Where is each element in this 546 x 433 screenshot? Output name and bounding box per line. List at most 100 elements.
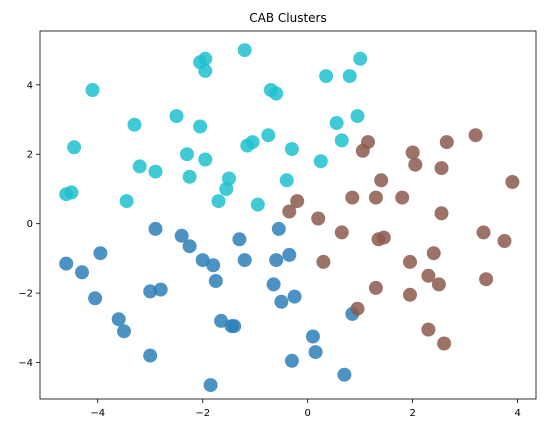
data-point-cluster-3-6 <box>345 190 360 205</box>
data-point-cluster-1-23 <box>269 253 284 268</box>
data-point-cluster-2-26 <box>269 86 284 101</box>
data-point-cluster-3-31 <box>497 234 512 248</box>
data-point-cluster-2-27 <box>279 173 294 188</box>
x-tick-label: 2 <box>409 408 415 419</box>
data-point-cluster-2-6 <box>127 117 142 132</box>
data-point-cluster-2-33 <box>342 69 357 84</box>
data-point-cluster-1-30 <box>308 345 323 360</box>
data-point-cluster-2-9 <box>169 109 184 124</box>
x-tick-label: −2 <box>195 408 210 419</box>
data-point-cluster-3-14 <box>376 230 391 245</box>
data-point-cluster-1-28 <box>287 289 302 304</box>
data-point-cluster-3-2 <box>290 194 305 209</box>
data-point-cluster-3-21 <box>421 322 436 337</box>
x-tick-label: 4 <box>514 408 520 419</box>
data-point-cluster-2-10 <box>180 147 194 162</box>
data-point-cluster-2-2 <box>64 185 79 200</box>
data-point-cluster-2-29 <box>313 154 328 169</box>
plot-frame <box>39 30 537 400</box>
y-axis: −4 −2 0 2 4 <box>18 80 40 369</box>
data-point-cluster-3-23 <box>431 277 446 292</box>
data-point-cluster-3-17 <box>403 287 417 302</box>
y-tick-label: 4 <box>27 80 33 91</box>
data-point-cluster-3-26 <box>437 336 452 351</box>
data-point-cluster-1-16 <box>208 274 223 288</box>
data-point-cluster-2-23 <box>250 197 265 212</box>
data-point-cluster-2-14 <box>198 51 213 66</box>
data-point-cluster-1-20 <box>232 232 247 247</box>
data-point-cluster-3-16 <box>403 254 417 269</box>
data-point-cluster-3-25 <box>434 161 449 176</box>
data-point-cluster-2-18 <box>219 182 234 196</box>
data-point-cluster-2-16 <box>198 152 213 167</box>
data-point-cluster-3-30 <box>479 272 494 287</box>
chart-title: CAB Clusters <box>249 11 326 25</box>
data-point-cluster-3-19 <box>408 157 423 172</box>
y-tick-label: 2 <box>27 150 33 161</box>
data-point-cluster-3-22 <box>426 246 441 261</box>
data-point-cluster-2-28 <box>284 142 299 156</box>
data-point-cluster-3-24 <box>434 206 449 221</box>
data-point-cluster-3-10 <box>368 280 383 295</box>
points-layer <box>59 43 520 393</box>
data-point-cluster-1-10 <box>153 282 168 297</box>
data-point-cluster-2-12 <box>193 119 208 134</box>
data-point-cluster-2-11 <box>182 169 197 184</box>
data-point-cluster-2-24 <box>261 128 276 143</box>
data-point-cluster-2-15 <box>198 63 213 78</box>
data-point-cluster-2-8 <box>148 164 163 179</box>
data-point-cluster-3-18 <box>405 145 420 160</box>
data-point-cluster-3-1 <box>282 204 297 219</box>
data-point-cluster-1-27 <box>284 353 299 368</box>
data-point-cluster-1-11 <box>174 228 189 243</box>
data-point-cluster-2-31 <box>329 116 344 130</box>
data-point-cluster-1-21 <box>237 253 252 268</box>
data-point-cluster-2-19 <box>222 171 236 186</box>
y-tick-label: −4 <box>18 358 33 369</box>
data-point-cluster-1-29 <box>305 329 320 344</box>
data-point-cluster-1-7 <box>143 284 158 299</box>
data-point-cluster-1-5 <box>111 312 126 327</box>
data-point-cluster-3-28 <box>468 128 483 143</box>
data-point-cluster-1-26 <box>282 247 297 262</box>
data-point-cluster-1-22 <box>266 277 281 292</box>
data-point-cluster-3-32 <box>505 175 520 189</box>
data-point-cluster-2-20 <box>237 43 252 58</box>
data-point-cluster-3-29 <box>476 225 491 240</box>
data-point-cluster-1-8 <box>143 348 158 363</box>
data-point-cluster-1-15 <box>206 258 221 273</box>
data-point-cluster-2-22 <box>245 135 260 150</box>
x-tick-label: −4 <box>90 408 105 419</box>
data-point-cluster-3-20 <box>421 268 436 283</box>
data-point-cluster-1-12 <box>182 239 197 254</box>
x-axis: −4 −2 0 2 4 <box>90 399 521 419</box>
y-tick-label: −2 <box>18 289 33 300</box>
data-point-cluster-3-27 <box>439 135 454 150</box>
data-point-cluster-1-2 <box>75 265 89 280</box>
data-point-cluster-2-5 <box>119 194 134 209</box>
data-point-cluster-3-11 <box>368 190 383 205</box>
data-point-cluster-3-13 <box>374 173 389 188</box>
data-point-cluster-2-32 <box>334 133 349 148</box>
data-point-cluster-3-15 <box>395 190 410 205</box>
data-point-cluster-2-3 <box>67 140 82 155</box>
data-point-cluster-3-3 <box>311 211 326 226</box>
data-point-cluster-1-25 <box>274 294 289 309</box>
data-point-cluster-1-3 <box>88 291 103 306</box>
data-point-cluster-2-17 <box>211 194 226 209</box>
data-point-cluster-2-35 <box>353 51 368 66</box>
data-point-cluster-1-17 <box>214 313 229 328</box>
data-point-cluster-1-1 <box>59 256 74 271</box>
data-point-cluster-3-4 <box>316 254 331 269</box>
data-point-cluster-1-4 <box>93 246 108 261</box>
data-point-cluster-3-9 <box>361 135 375 150</box>
data-point-cluster-1-9 <box>148 221 163 236</box>
data-point-cluster-1-31 <box>337 367 352 382</box>
data-point-cluster-2-30 <box>319 69 334 84</box>
data-point-cluster-3-7 <box>350 301 365 316</box>
y-tick-label: 0 <box>27 219 33 230</box>
data-point-cluster-2-34 <box>350 109 365 124</box>
data-point-cluster-2-7 <box>132 159 147 174</box>
